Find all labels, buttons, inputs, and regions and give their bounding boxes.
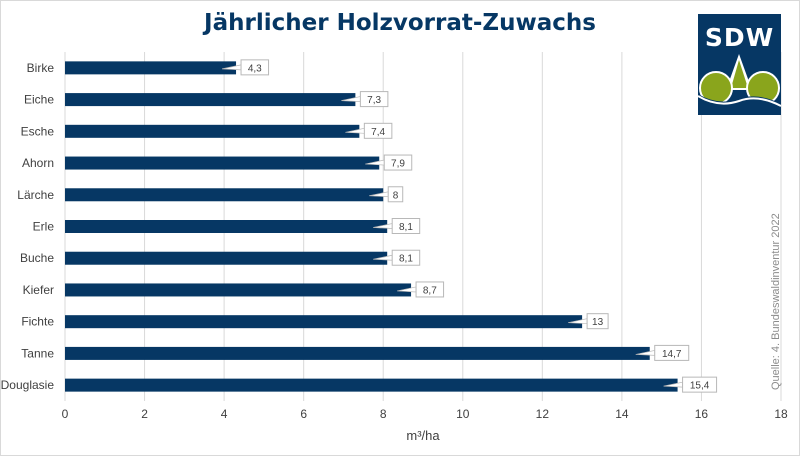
bar xyxy=(65,188,384,202)
x-tick-label: 12 xyxy=(536,407,550,421)
data-label-box xyxy=(654,344,690,361)
data-label-box xyxy=(415,281,445,298)
data-label: 4,3 xyxy=(248,63,262,74)
x-tick-label: 2 xyxy=(141,407,148,421)
x-tick-label: 0 xyxy=(62,407,69,421)
bar xyxy=(65,378,678,392)
x-axis-label: m³/ha xyxy=(406,428,440,443)
category-label: Buche xyxy=(20,251,54,265)
category-label: Esche xyxy=(21,124,55,138)
chart-title: Jährlicher Holzvorrat-Zuwachs xyxy=(204,10,596,36)
category-label: Douglasie xyxy=(1,378,55,392)
data-label-box xyxy=(383,154,413,171)
data-label: 7,4 xyxy=(371,127,385,138)
logo-tree-inner-icon xyxy=(731,60,748,88)
logo-text: SDW xyxy=(705,23,774,52)
source-note: Quelle: 4. Bundeswaldinventur 2022 xyxy=(770,213,782,390)
x-tick-label: 8 xyxy=(380,407,387,421)
bar xyxy=(65,124,360,138)
x-tick-label: 14 xyxy=(615,407,629,421)
x-tick-label: 4 xyxy=(221,407,228,421)
data-label-box xyxy=(391,249,421,266)
category-label: Erle xyxy=(33,220,55,234)
category-label: Lärche xyxy=(17,188,54,202)
bar xyxy=(65,283,412,297)
category-label: Birke xyxy=(27,61,55,75)
category-label: Kiefer xyxy=(23,283,54,297)
bar xyxy=(65,346,650,360)
data-label-box xyxy=(363,122,393,139)
data-label: 7,9 xyxy=(391,159,405,170)
bar xyxy=(65,251,388,265)
x-tick-label: 10 xyxy=(456,407,470,421)
category-label: Ahorn xyxy=(22,156,54,170)
category-label: Fichte xyxy=(21,315,54,329)
data-label-box xyxy=(359,91,389,108)
x-tick-labels: 0 2 4 6 8 10 12 14 16 18 xyxy=(62,407,788,421)
data-label: 15,4 xyxy=(690,381,710,392)
data-label: 13 xyxy=(592,317,604,328)
data-label-box xyxy=(387,186,404,203)
category-label: Tanne xyxy=(21,346,54,360)
bar xyxy=(65,220,388,233)
data-label: 14,7 xyxy=(662,349,682,360)
data-label: 8 xyxy=(393,190,399,201)
x-tick-label: 18 xyxy=(774,407,788,421)
bar xyxy=(65,61,237,75)
category-label: Eiche xyxy=(24,93,54,107)
data-label: 7,3 xyxy=(367,95,381,106)
logo-wave-line-icon xyxy=(698,95,781,107)
x-tick-label: 16 xyxy=(695,407,709,421)
category-labels: Birke Eiche Esche Ahorn Lärche Erle Buche Kiefe… xyxy=(1,61,55,392)
bar xyxy=(65,93,356,107)
data-label: 8,7 xyxy=(423,285,437,296)
data-label: 8,1 xyxy=(399,254,413,265)
bar xyxy=(65,315,583,329)
sdw-logo: SDW xyxy=(698,14,781,115)
bar xyxy=(65,156,380,170)
data-label-box xyxy=(391,218,421,234)
bars: 4,3 7,3 7,4 7,9 8 8,1 8,1 8,7 13 14,7 15,4 xyxy=(65,59,718,393)
data-label-box xyxy=(682,376,718,393)
data-label-box xyxy=(586,313,609,330)
x-tick-label: 6 xyxy=(300,407,307,421)
data-label: 8,1 xyxy=(399,222,413,233)
data-label-box xyxy=(240,59,270,76)
